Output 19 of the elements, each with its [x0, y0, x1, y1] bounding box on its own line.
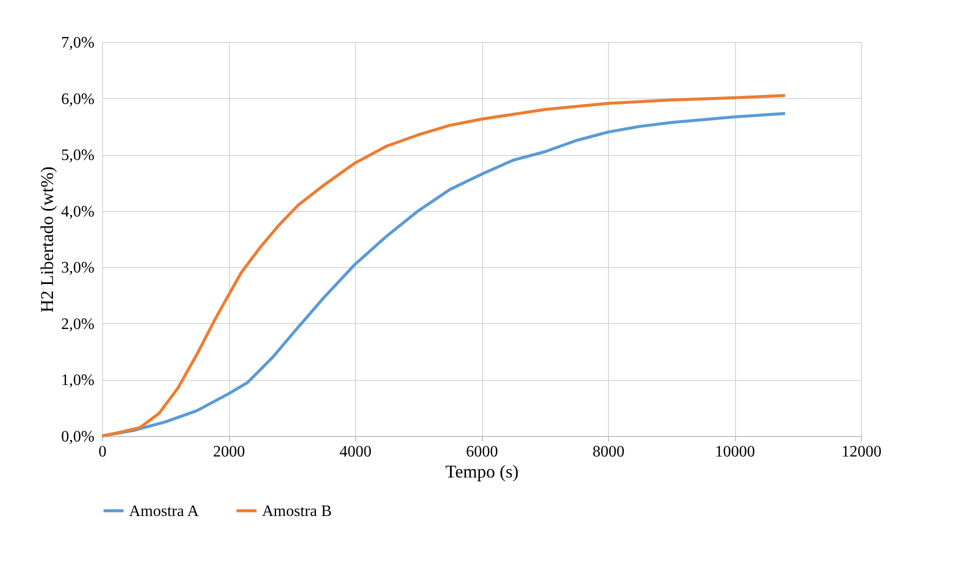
x-tick-label: 2000	[213, 444, 245, 460]
x-tick-label: 8000	[592, 444, 624, 460]
y-tick-label: 5,0%	[61, 147, 94, 164]
y-tick-label: 0,0%	[61, 428, 94, 446]
x-tick-label: 12000	[842, 444, 882, 460]
y-tick-label: 3,0%	[61, 260, 94, 277]
x-tick-label: 4000	[340, 444, 372, 460]
y-tick-label: 4,0%	[61, 203, 94, 220]
y-tick-label: 6,0%	[61, 90, 94, 108]
x-tick-label: 6000	[466, 444, 498, 460]
legend-label: Amostra B	[262, 502, 332, 520]
x-tick-label: 10000	[715, 444, 755, 460]
y-axis-title: H2 Libertado (wt%)	[37, 166, 58, 312]
y-tick-label: 7,0%	[61, 34, 94, 52]
legend-label: Amostra A	[129, 502, 200, 520]
y-tick-label: 1,0%	[61, 372, 94, 390]
x-axis-title: Tempo (s)	[445, 462, 519, 482]
y-tick-label: 2,0%	[61, 316, 94, 333]
x-tick-label: 0	[98, 444, 106, 460]
